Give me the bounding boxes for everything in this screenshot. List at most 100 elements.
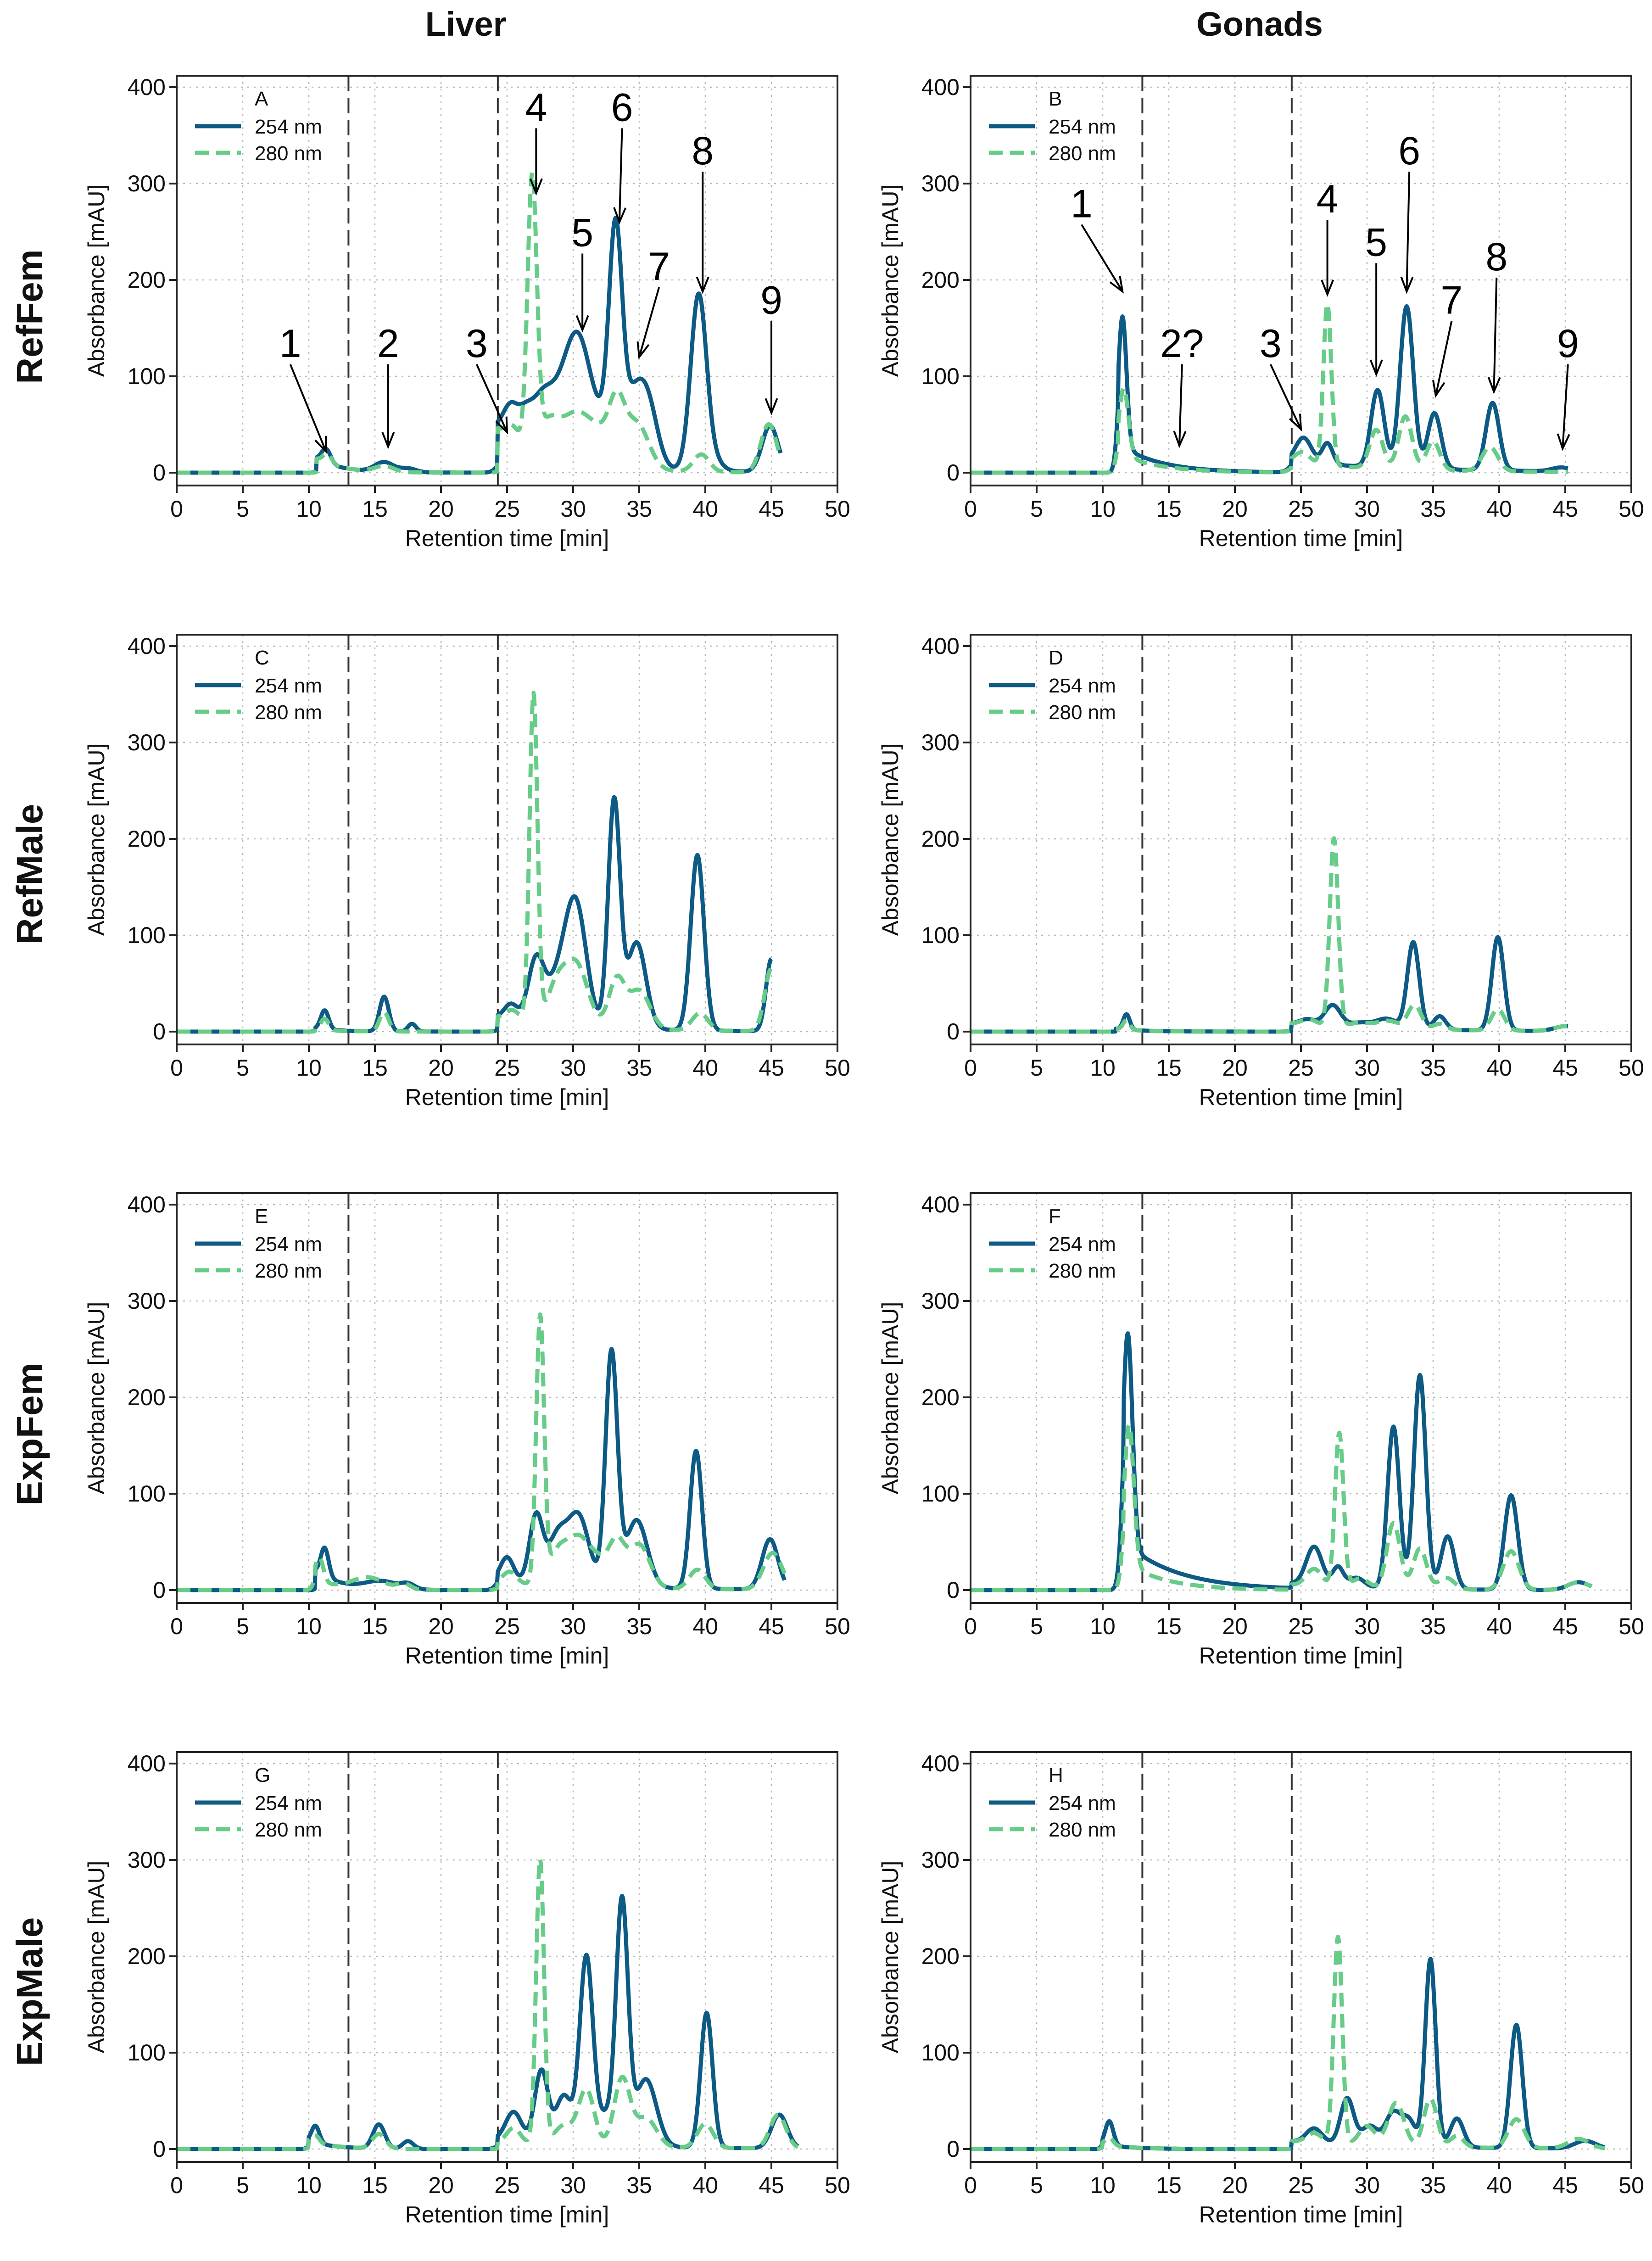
x-tick-label: 45 [759,496,784,522]
y-axis-label: Absorbance [mAU] [84,1861,109,2054]
peak-annotation: 9 [1557,322,1579,451]
row-title-expmale: ExpMale [9,1917,50,2066]
row-title-refmale: RefMale [9,804,50,945]
y-tick-label: 200 [128,1943,166,1969]
x-tick-label: 10 [296,1055,322,1081]
x-tick-label: 25 [1288,1055,1314,1081]
peak-annotation: 4 [1317,177,1339,297]
peak-annotation: 8 [692,129,714,294]
x-tick-label: 30 [1354,2172,1380,2198]
x-tick-label: 45 [759,2172,784,2198]
x-tick-label: 10 [296,2172,322,2198]
x-tick-label: 15 [1156,1613,1182,1639]
y-tick-label: 0 [947,1577,960,1603]
y-tick-label: 0 [947,1019,960,1044]
legend: 254 nm 280 nm [989,1792,1116,1841]
arrowhead [529,178,543,196]
x-tick-label: 15 [1156,496,1182,522]
y-tick-label: 0 [947,2136,960,2162]
series-line-280nm [969,1423,1593,1592]
peak-arrow [475,364,508,433]
x-tick-label: 40 [692,1613,718,1639]
peak-label: 3 [466,322,488,366]
x-tick-label: 25 [494,1055,520,1081]
legend-label-254nm: 254 nm [1049,116,1116,138]
legend-label-254nm: 254 nm [255,1233,322,1256]
x-tick-label: 35 [626,1613,652,1639]
x-tick-label: 15 [362,496,388,522]
legend-label-254nm: 254 nm [1049,675,1116,697]
legend-label-280nm: 280 nm [1049,142,1116,165]
peak-annotation: 3 [1260,322,1302,432]
series-line-280nm [969,301,1569,475]
x-tick-label: 0 [964,1055,977,1081]
peak-label: 4 [525,86,547,130]
y-tick-label: 400 [128,1192,166,1217]
panel-letter: B [1049,88,1062,110]
x-tick-label: 10 [1090,496,1116,522]
y-tick-label: 300 [921,730,960,755]
peak-arrow [1081,224,1123,292]
x-tick-label: 20 [428,1055,454,1081]
x-axis-label: Retention time [min] [405,525,609,551]
x-tick-label: 25 [1288,496,1314,522]
x-tick-label: 25 [1288,1613,1314,1639]
x-tick-label: 40 [1486,496,1512,522]
row-title-reffem: RefFem [9,249,50,384]
panel-letter: C [255,647,269,669]
x-tick-label: 20 [1222,496,1248,522]
legend-label-254nm: 254 nm [255,116,322,138]
panel-d: 0 5 10 15 20 25 30 35 40 45 50 0 100 200 300 400 Retenti… [877,633,1644,1110]
legend: 254 nm 280 nm [195,116,322,165]
plot-frame [176,75,838,486]
x-tick-label: 40 [692,1055,718,1081]
peak-annotation: 3 [466,322,508,435]
y-axis-label: Absorbance [mAU] [84,184,109,377]
peak-annotation: 1 [1071,182,1124,294]
x-tick-label: 10 [1090,2172,1116,2198]
legend-label-254nm: 254 nm [255,675,322,697]
legend-label-280nm: 280 nm [255,142,322,165]
x-tick-label: 30 [1354,1613,1380,1639]
x-tick-label: 20 [428,496,454,522]
panel-b: 0 5 10 15 20 25 30 35 40 45 500100200300400Retenti… [877,74,1644,551]
panel-letter: D [1049,647,1063,669]
peak-label: 3 [1260,322,1282,366]
x-tick-label: 40 [692,496,718,522]
peak-label: 4 [1317,177,1339,221]
x-tick-label: 30 [1354,1055,1380,1081]
x-tick-label: 25 [494,496,520,522]
arrowhead [1432,380,1446,398]
arrowhead [314,435,327,454]
legend-label-254nm: 254 nm [1049,1792,1116,1814]
y-tick-label: 300 [921,171,960,196]
y-tick-label: 200 [921,267,960,293]
x-tick-label: 5 [1030,1613,1043,1639]
y-tick-label: 100 [128,1481,166,1507]
x-tick-label: 20 [1222,2172,1248,2198]
y-tick-label: 0 [947,460,960,486]
legend: 254 nm 280 nm [989,1233,1116,1282]
peak-label: 2 [377,322,399,366]
arrowhead [696,276,709,294]
arrowhead [1109,276,1124,294]
x-axis-label: Retention time [min] [1199,1084,1403,1110]
x-tick-label: 25 [1288,2172,1314,2198]
series-line-254nm [175,1893,799,2151]
x-tick-label: 10 [1090,1613,1116,1639]
panel-e: 0 5 10 15 20 25 30 35 40 45 50 0 100 200 300 400 Retenti… [84,1192,850,1669]
peak-arrow [618,128,623,223]
peak-label: 6 [611,86,633,130]
series-line-254nm [969,1957,1607,2151]
y-tick-label: 400 [128,1751,166,1776]
x-tick-label: 40 [1486,2172,1512,2198]
x-tick-label: 45 [1552,496,1578,522]
y-axis-label: Absorbance [mAU] [84,1302,109,1495]
x-tick-label: 15 [1156,1055,1182,1081]
peak-label: 6 [1398,129,1420,173]
y-tick-label: 100 [128,363,166,389]
y-tick-label: 400 [921,1192,960,1217]
legend: 254 nm 280 nm [195,1792,322,1841]
y-axis-label: Absorbance [mAU] [877,184,903,377]
arrowhead [1487,377,1501,394]
